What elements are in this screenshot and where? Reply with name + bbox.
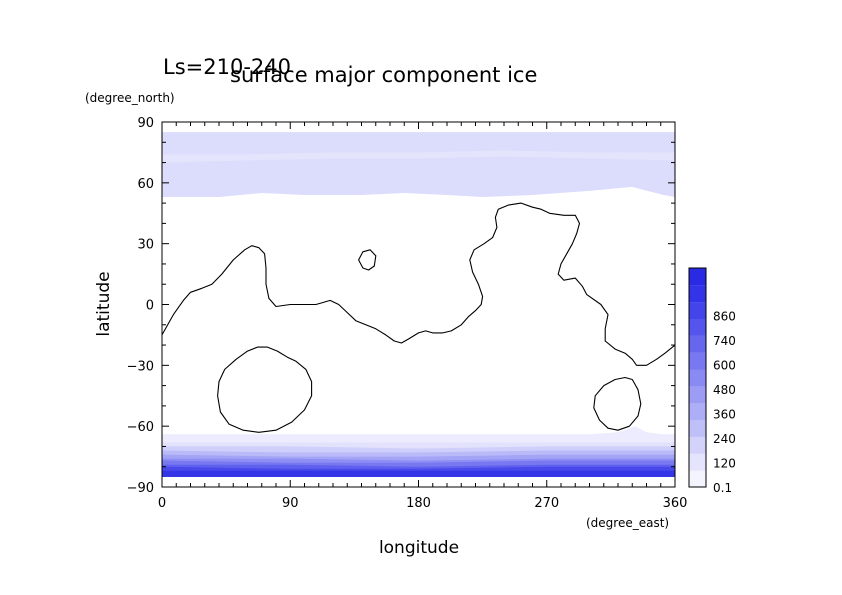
x-tick-label: 180: [406, 496, 431, 511]
colorbar: [688, 267, 707, 488]
colorbar-swatch: [689, 335, 706, 353]
colorbar-swatch: [689, 369, 706, 387]
colorbar-label: 240: [713, 432, 736, 446]
colorbar-swatch: [689, 268, 706, 286]
colorbar-swatch: [689, 284, 706, 303]
north-cap-fill: [162, 132, 675, 197]
y-axis-label: latitude: [94, 271, 114, 336]
colorbar-swatch: [689, 419, 706, 437]
x-tick-label: 90: [282, 496, 299, 511]
x-tick-label: 270: [534, 496, 559, 511]
colorbar-swatch: [689, 470, 706, 488]
x-tick-labels: 0 90 180 270 360: [158, 496, 688, 511]
south-cap-level-8: [162, 470, 675, 477]
x-tick-label: 0: [158, 496, 166, 511]
colorbar-labels: 0.1 120 240 360 480 600 740 860: [713, 310, 736, 496]
colorbar-swatch: [689, 436, 706, 454]
x-axis-label: longitude: [379, 538, 459, 558]
colorbar-label: 360: [713, 408, 736, 422]
y-tick-label: −90: [127, 481, 154, 496]
topography-contour-layer: [161, 202, 676, 433]
colorbar-swatch: [689, 402, 706, 421]
topography-contour-3: [593, 376, 642, 431]
colorbar-label: 860: [713, 310, 736, 324]
topography-contour-2: [217, 346, 313, 433]
x-tick-label: 360: [663, 496, 688, 511]
colorbar-label: 120: [713, 457, 736, 471]
colorbar-frame: [688, 267, 707, 488]
y-tick-label: 60: [137, 177, 154, 192]
y-units-label: (degree_north): [85, 91, 175, 105]
chart-subtitle: Ls=210-240: [163, 55, 291, 79]
north-cap-band-0: [162, 150, 675, 163]
colorbar-swatch: [689, 385, 706, 404]
y-tick-label: −60: [127, 420, 154, 435]
y-tick-label: 0: [146, 299, 154, 314]
colorbar-label: 740: [713, 334, 736, 348]
x-units-label: (degree_east): [586, 516, 669, 530]
colorbar-label: 0.1: [713, 481, 732, 495]
colorbar-swatch: [689, 301, 706, 320]
tick-layer: [161, 121, 676, 488]
y-tick-label: 30: [137, 238, 154, 253]
colorbar-label: 480: [713, 383, 736, 397]
colorbar-swatch: [689, 318, 706, 336]
y-tick-labels: −90 −60 −30 0 30 60 90: [127, 116, 154, 496]
y-tick-label: −30: [127, 359, 154, 374]
colorbar-label: 600: [713, 359, 736, 373]
south-cap-layer: [162, 426, 675, 477]
topography-contour-1: [358, 249, 377, 271]
chart-title: surface major component ice: [230, 63, 537, 87]
topography-contour-0: [161, 202, 676, 366]
colorbar-swatch: [689, 453, 706, 471]
y-tick-label: 90: [137, 116, 154, 131]
colorbar-swatch: [689, 352, 706, 370]
north-cap-layer: [162, 132, 675, 197]
